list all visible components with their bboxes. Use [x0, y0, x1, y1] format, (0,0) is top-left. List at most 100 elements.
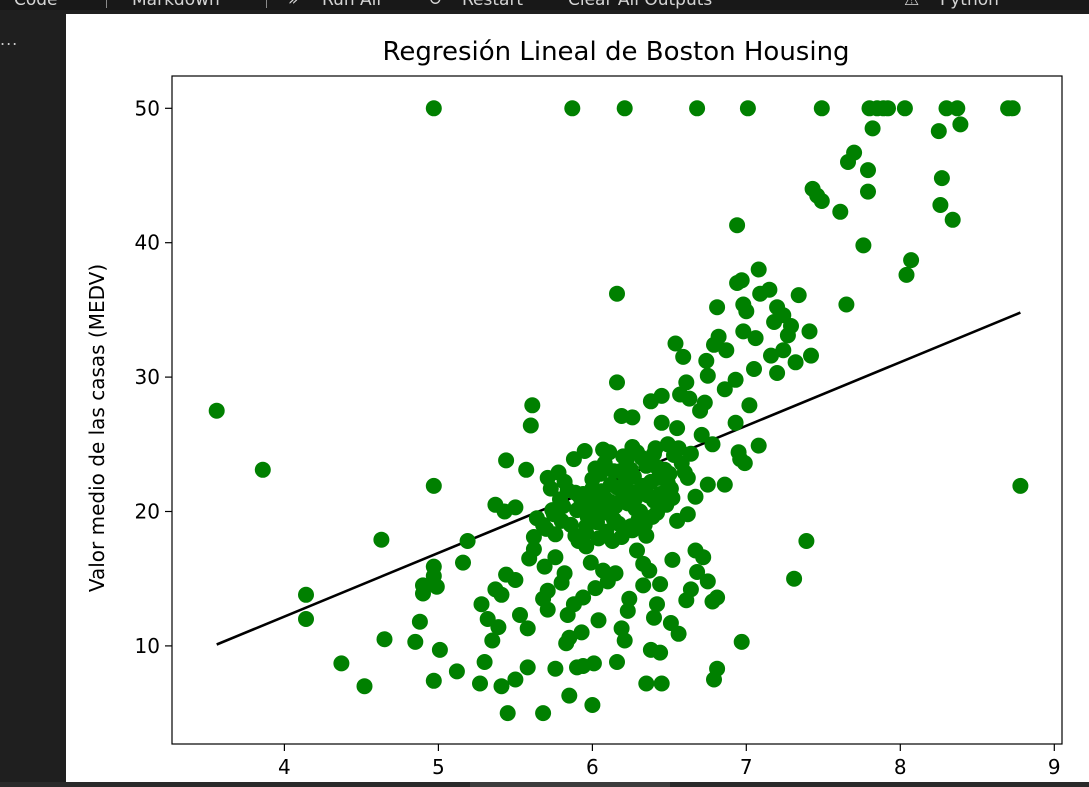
- data-point: [518, 461, 535, 478]
- data-point: [522, 417, 539, 434]
- data-point: [801, 323, 818, 340]
- data-point: [763, 347, 779, 364]
- data-point: [587, 460, 604, 477]
- data-point: [786, 570, 803, 587]
- more-actions-icon[interactable]: ...: [0, 30, 19, 49]
- data-point: [860, 183, 876, 200]
- add-markdown-button[interactable]: Markdown: [132, 0, 220, 10]
- data-point: [704, 436, 721, 453]
- data-point: [727, 414, 744, 431]
- figure-background: [66, 14, 1089, 782]
- x-tick-label: 8: [894, 755, 907, 779]
- data-point: [855, 237, 872, 254]
- data-point: [790, 287, 807, 304]
- bottom-scrollbar[interactable]: [0, 782, 1089, 787]
- data-point: [699, 573, 716, 590]
- data-point: [564, 100, 581, 117]
- data-point: [613, 408, 630, 424]
- notebook-toolbar: Code Markdown » Run All ↻ Restart Clear …: [0, 0, 1089, 10]
- data-point: [599, 573, 616, 590]
- data-point: [932, 197, 949, 213]
- data-point: [473, 596, 490, 613]
- data-point: [573, 624, 590, 641]
- clear-outputs-button[interactable]: Clear All Outputs: [568, 0, 713, 10]
- toolbar-divider: [266, 0, 267, 8]
- data-point: [699, 476, 716, 493]
- data-point: [750, 437, 767, 454]
- data-point: [652, 644, 669, 661]
- data-point: [535, 516, 552, 533]
- data-point: [555, 498, 572, 515]
- data-point: [933, 170, 950, 187]
- data-point: [860, 162, 876, 179]
- data-point: [621, 590, 638, 607]
- data-point: [752, 285, 769, 302]
- data-point: [609, 374, 625, 391]
- add-code-button[interactable]: Code: [14, 0, 58, 10]
- data-point: [558, 635, 575, 652]
- data-point: [547, 660, 564, 677]
- x-tick-label: 6: [586, 755, 599, 779]
- data-point: [493, 678, 510, 695]
- data-point: [507, 671, 524, 688]
- data-point: [664, 490, 681, 506]
- data-point: [624, 439, 641, 455]
- restart-button[interactable]: Restart: [462, 0, 524, 10]
- plot-area-frame: [171, 75, 1063, 745]
- data-point: [609, 285, 625, 302]
- x-tick-label: 5: [432, 755, 445, 779]
- data-point: [898, 266, 915, 283]
- data-point: [670, 440, 687, 457]
- data-point: [298, 586, 314, 603]
- data-point: [524, 397, 541, 414]
- y-tick-label: 40: [135, 231, 160, 255]
- data-point: [670, 625, 687, 642]
- data-point: [709, 299, 726, 316]
- run-all-button[interactable]: Run All: [322, 0, 382, 10]
- data-point: [689, 564, 706, 580]
- data-point: [585, 655, 602, 672]
- data-point: [627, 500, 644, 517]
- y-tick-label: 20: [135, 500, 160, 524]
- data-point: [716, 476, 733, 493]
- data-point: [798, 533, 815, 549]
- data-point: [635, 577, 652, 594]
- y-tick-label: 50: [135, 96, 160, 120]
- data-point: [499, 705, 516, 722]
- data-point: [629, 542, 645, 559]
- data-point: [769, 365, 786, 381]
- x-tick-label: 9: [1048, 755, 1061, 779]
- data-point: [653, 414, 670, 431]
- data-point: [590, 530, 607, 547]
- data-point: [619, 602, 636, 619]
- data-point: [490, 619, 507, 636]
- data-point: [716, 381, 733, 398]
- data-point: [425, 477, 442, 494]
- data-point: [498, 452, 515, 469]
- data-point: [407, 633, 424, 650]
- data-point: [646, 445, 662, 462]
- kernel-picker[interactable]: Python: [940, 0, 999, 10]
- data-point: [584, 495, 601, 512]
- data-point: [428, 578, 445, 595]
- data-point: [624, 522, 641, 539]
- data-point: [779, 327, 796, 344]
- data-point: [1004, 100, 1021, 117]
- y-tick-label: 10: [135, 634, 160, 658]
- data-point: [641, 562, 658, 579]
- data-point: [587, 580, 604, 597]
- data-point: [729, 217, 746, 234]
- data-point: [562, 516, 579, 533]
- data-point: [706, 336, 722, 353]
- data-point: [605, 463, 622, 480]
- data-point: [448, 663, 465, 680]
- data-point: [484, 632, 501, 649]
- data-point: [803, 347, 819, 364]
- data-point: [650, 469, 667, 486]
- scrollbar-thumb[interactable]: [470, 782, 670, 787]
- data-point: [676, 464, 693, 481]
- data-point: [550, 464, 567, 481]
- data-point: [747, 330, 764, 347]
- data-point: [709, 589, 726, 606]
- data-point: [584, 697, 601, 713]
